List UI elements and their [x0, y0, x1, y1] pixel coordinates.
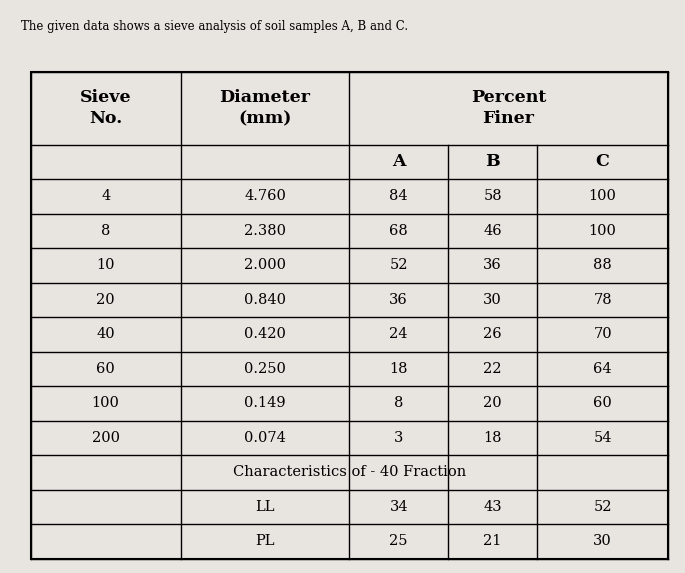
Text: 26: 26: [484, 327, 502, 342]
Text: 3: 3: [394, 431, 403, 445]
Text: 78: 78: [593, 293, 612, 307]
Text: 52: 52: [593, 500, 612, 514]
Text: 18: 18: [390, 362, 408, 376]
Text: 0.840: 0.840: [244, 293, 286, 307]
Text: Sieve
No.: Sieve No.: [80, 89, 132, 127]
Text: 100: 100: [588, 190, 616, 203]
Text: Percent
Finer: Percent Finer: [471, 89, 547, 127]
Text: LL: LL: [256, 500, 275, 514]
Text: 18: 18: [484, 431, 502, 445]
Text: Diameter
(mm): Diameter (mm): [219, 89, 310, 127]
Text: 25: 25: [390, 535, 408, 548]
Text: 4.760: 4.760: [244, 190, 286, 203]
Text: 20: 20: [484, 397, 502, 410]
Text: 22: 22: [484, 362, 502, 376]
Text: 70: 70: [593, 327, 612, 342]
Text: 30: 30: [593, 535, 612, 548]
Text: 200: 200: [92, 431, 120, 445]
Text: 8: 8: [101, 224, 110, 238]
Text: Characteristics of - 40 Fraction: Characteristics of - 40 Fraction: [233, 465, 466, 480]
Text: 43: 43: [484, 500, 502, 514]
Text: 34: 34: [389, 500, 408, 514]
Text: 84: 84: [389, 190, 408, 203]
Text: 0.149: 0.149: [244, 397, 286, 410]
Text: 4: 4: [101, 190, 110, 203]
Text: 30: 30: [484, 293, 502, 307]
Text: The given data shows a sieve analysis of soil samples A, B and C.: The given data shows a sieve analysis of…: [21, 20, 408, 33]
Text: 88: 88: [593, 258, 612, 272]
Text: 58: 58: [484, 190, 502, 203]
Text: 60: 60: [97, 362, 115, 376]
Text: 2.380: 2.380: [244, 224, 286, 238]
Text: 60: 60: [593, 397, 612, 410]
Text: 40: 40: [97, 327, 115, 342]
Text: 100: 100: [588, 224, 616, 238]
Text: A: A: [392, 154, 406, 170]
Text: 46: 46: [484, 224, 502, 238]
Text: 36: 36: [389, 293, 408, 307]
Text: 21: 21: [484, 535, 502, 548]
Text: 54: 54: [593, 431, 612, 445]
Text: 0.250: 0.250: [244, 362, 286, 376]
Text: 10: 10: [97, 258, 115, 272]
Text: 36: 36: [484, 258, 502, 272]
Text: 0.420: 0.420: [244, 327, 286, 342]
Text: 68: 68: [389, 224, 408, 238]
Text: 0.074: 0.074: [244, 431, 286, 445]
Text: 8: 8: [394, 397, 403, 410]
Text: B: B: [485, 154, 500, 170]
Text: 52: 52: [390, 258, 408, 272]
Text: 20: 20: [97, 293, 115, 307]
Text: 100: 100: [92, 397, 120, 410]
Text: 64: 64: [593, 362, 612, 376]
Text: 2.000: 2.000: [244, 258, 286, 272]
Text: PL: PL: [256, 535, 275, 548]
Text: 24: 24: [390, 327, 408, 342]
Text: C: C: [596, 154, 610, 170]
